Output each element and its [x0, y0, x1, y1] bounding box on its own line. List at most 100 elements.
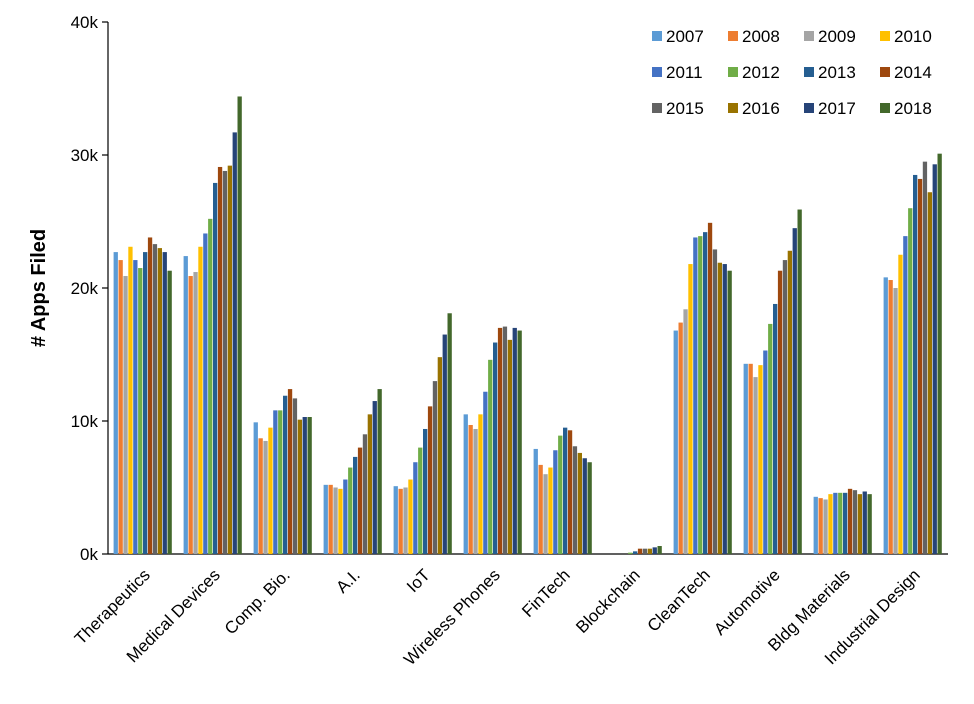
- bar: [343, 479, 348, 554]
- bar: [418, 447, 423, 554]
- bar: [773, 303, 778, 554]
- bar: [867, 494, 872, 554]
- legend-swatch: [880, 31, 890, 41]
- legend-label: 2010: [894, 27, 932, 46]
- bar: [118, 260, 123, 554]
- bar: [497, 327, 503, 554]
- bar: [758, 365, 763, 554]
- x-tick-label: CleanTech: [644, 565, 714, 635]
- bar: [367, 414, 372, 554]
- bar: [198, 246, 203, 554]
- legend-swatch: [880, 67, 890, 77]
- bar: [548, 467, 553, 554]
- bar: [748, 363, 753, 554]
- bar: [348, 467, 353, 554]
- bar: [333, 487, 338, 554]
- bar: [652, 547, 657, 554]
- bar: [357, 447, 363, 554]
- bar: [797, 209, 802, 554]
- legend-swatch: [804, 67, 814, 77]
- legend-swatch: [652, 67, 662, 77]
- x-tick-label: Automotive: [710, 565, 784, 639]
- legend-label: 2015: [666, 99, 704, 118]
- bar: [743, 363, 748, 554]
- bar: [922, 161, 928, 554]
- bar: [278, 410, 283, 554]
- bar: [162, 252, 167, 554]
- bar: [442, 334, 447, 554]
- bar: [302, 417, 307, 554]
- bar: [707, 222, 713, 554]
- bar: [398, 488, 403, 554]
- bar: [722, 264, 727, 554]
- bar: [717, 262, 722, 554]
- bar: [843, 492, 848, 554]
- bar: [143, 252, 148, 554]
- bar: [463, 414, 468, 554]
- y-axis-title: # Apps Filed: [28, 229, 50, 347]
- bar: [727, 270, 732, 554]
- legend-label: 2017: [818, 99, 856, 118]
- bar: [558, 435, 563, 554]
- y-tick-label: 40k: [71, 13, 99, 32]
- bar: [473, 428, 478, 554]
- bar: [777, 270, 783, 554]
- bar: [292, 398, 298, 554]
- bar: [447, 313, 452, 554]
- legend: 2007 2008 2009 2010 2011 2012 2013 2014 2015 2016…: [652, 27, 932, 118]
- bar: [437, 357, 442, 554]
- bar: [538, 464, 543, 554]
- x-tick-label: Comp. Bio.: [221, 565, 294, 638]
- bar: [533, 448, 538, 554]
- bar: [502, 326, 508, 554]
- bar: [847, 488, 853, 554]
- y-tick-label: 10k: [71, 412, 99, 431]
- bar: [543, 474, 548, 554]
- bar: [468, 424, 473, 554]
- bar: [323, 484, 328, 554]
- bar: [403, 487, 408, 554]
- bar: [712, 249, 718, 554]
- legend-label: 2008: [742, 27, 780, 46]
- bar: [903, 236, 908, 554]
- legend-label: 2014: [894, 63, 932, 82]
- bar: [517, 330, 522, 554]
- legend-swatch: [804, 31, 814, 41]
- bar: [647, 548, 652, 554]
- bar: [297, 419, 302, 554]
- bar: [927, 192, 932, 555]
- bars: [113, 96, 942, 555]
- bar: [353, 456, 358, 554]
- bar: [633, 551, 638, 554]
- bar: [157, 248, 162, 554]
- x-tick-label: FinTech: [518, 565, 574, 621]
- bar: [857, 494, 862, 554]
- bar: [423, 428, 428, 554]
- x-tick-label: A.I.: [332, 565, 363, 596]
- bar: [888, 280, 893, 554]
- bar: [483, 391, 488, 554]
- bar: [128, 246, 133, 554]
- bar: [828, 494, 833, 554]
- bar: [203, 233, 208, 554]
- bar: [133, 260, 138, 554]
- bar: [917, 178, 923, 554]
- y-tick-label: 30k: [71, 146, 99, 165]
- bar: [782, 260, 788, 554]
- bar: [377, 389, 382, 554]
- bar: [427, 406, 433, 554]
- bar: [287, 389, 293, 554]
- bar: [188, 276, 193, 554]
- legend-label: 2018: [894, 99, 932, 118]
- bar: [253, 422, 258, 554]
- bar: [628, 552, 633, 554]
- bar: [673, 330, 678, 554]
- legend-label: 2013: [818, 63, 856, 82]
- bar: [512, 327, 517, 554]
- bar: [657, 546, 662, 554]
- bar: [362, 434, 368, 554]
- bar: [147, 237, 153, 554]
- bar: [307, 417, 312, 554]
- y-tick-label: 20k: [71, 279, 99, 298]
- bar: [563, 427, 568, 554]
